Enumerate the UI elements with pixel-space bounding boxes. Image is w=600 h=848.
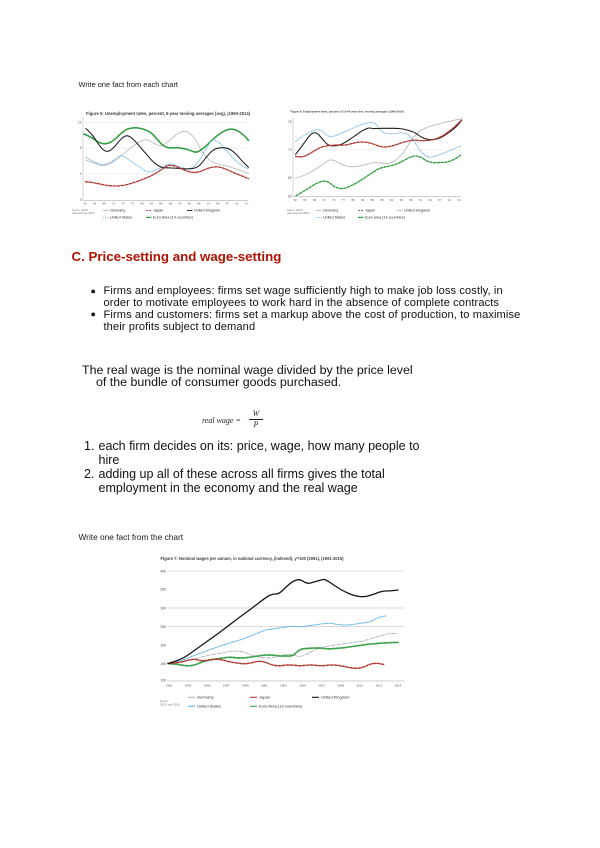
svg-text:'89: '89 <box>380 198 384 202</box>
svg-text:Germany: Germany <box>110 209 125 213</box>
svg-text:'62: '62 <box>293 198 297 202</box>
svg-text:70: 70 <box>288 148 292 152</box>
svg-text:400: 400 <box>160 569 166 573</box>
svg-text:8: 8 <box>80 146 82 150</box>
svg-text:'07: '07 <box>438 198 442 202</box>
svg-text:Source: OECD: Source: OECD <box>287 209 303 212</box>
svg-text:Euro area (14 countries): Euro area (14 countries) <box>365 216 405 220</box>
svg-text:'68: '68 <box>313 198 317 202</box>
svg-text:0: 0 <box>80 198 82 202</box>
svg-text:60: 60 <box>288 195 292 199</box>
svg-text:150: 150 <box>160 662 166 666</box>
svg-text:1999: 1999 <box>242 684 249 688</box>
svg-text:'98: '98 <box>409 198 413 202</box>
svg-text:75: 75 <box>288 120 292 124</box>
svg-text:'74: '74 <box>332 198 336 202</box>
svg-text:'92: '92 <box>178 202 182 206</box>
svg-text:'80: '80 <box>140 202 144 206</box>
svg-text:2001: 2001 <box>261 684 268 688</box>
svg-text:Source: OECD: Source: OECD <box>72 209 88 212</box>
svg-text:'95: '95 <box>187 202 191 206</box>
svg-text:Source:: Source: <box>160 700 169 703</box>
svg-text:2011: 2011 <box>357 684 364 688</box>
svg-text:OECD.stat (2016): OECD.stat (2016) <box>160 704 180 707</box>
svg-text:'71: '71 <box>112 202 116 206</box>
svg-text:65: 65 <box>288 176 292 180</box>
svg-text:300: 300 <box>160 606 166 610</box>
svg-text:Japan: Japan <box>153 209 163 213</box>
svg-text:2013: 2013 <box>376 684 383 688</box>
svg-text:1993: 1993 <box>185 684 192 688</box>
svg-text:'86: '86 <box>370 198 374 202</box>
svg-text:'68: '68 <box>102 202 106 206</box>
svg-text:2003: 2003 <box>280 684 287 688</box>
svg-text:1997: 1997 <box>223 684 230 688</box>
svg-text:2007: 2007 <box>318 684 325 688</box>
svg-text:Figure 7: Nominal wages per an: Figure 7: Nominal wages per annum, in na… <box>161 556 345 561</box>
svg-text:'13: '13 <box>457 198 461 202</box>
svg-text:Euro Area (14 countries): Euro Area (14 countries) <box>153 216 193 220</box>
svg-text:'95: '95 <box>399 198 403 202</box>
svg-text:'07: '07 <box>225 202 229 206</box>
svg-text:'10: '10 <box>448 198 452 202</box>
svg-text:1991: 1991 <box>166 684 173 688</box>
svg-text:2005: 2005 <box>299 684 306 688</box>
svg-text:Germany: Germany <box>197 695 213 700</box>
svg-text:United Kingdom: United Kingdom <box>404 209 430 213</box>
svg-text:'62: '62 <box>83 202 87 206</box>
svg-text:stats.oecd.org (2016): stats.oecd.org (2016) <box>287 212 310 215</box>
svg-text:12: 12 <box>78 121 82 125</box>
svg-text:'77: '77 <box>341 198 345 202</box>
svg-text:'01: '01 <box>419 198 423 202</box>
svg-text:4: 4 <box>80 172 82 176</box>
svg-text:350: 350 <box>160 587 166 591</box>
svg-text:'13: '13 <box>244 202 248 206</box>
svg-text:'98: '98 <box>197 202 201 206</box>
svg-text:United Kingdom: United Kingdom <box>321 695 350 700</box>
svg-text:United States: United States <box>323 216 345 220</box>
svg-text:'83: '83 <box>150 202 154 206</box>
svg-text:100: 100 <box>160 678 166 682</box>
svg-text:'65: '65 <box>93 202 97 206</box>
svg-text:2015: 2015 <box>395 684 402 688</box>
svg-text:Figure 6: Employment rates, pe: Figure 6: Employment rates, percent of 1… <box>291 109 404 113</box>
svg-text:United States: United States <box>197 704 221 709</box>
svg-text:'04: '04 <box>216 202 220 206</box>
svg-text:'83: '83 <box>361 198 365 202</box>
svg-text:2009: 2009 <box>337 684 344 688</box>
svg-text:'04: '04 <box>428 198 432 202</box>
svg-text:'86: '86 <box>159 202 163 206</box>
svg-text:United Kingdom: United Kingdom <box>194 209 220 213</box>
svg-text:200: 200 <box>160 643 166 647</box>
svg-text:'65: '65 <box>303 198 307 202</box>
svg-text:Japan: Japan <box>365 209 375 213</box>
svg-text:Figure 5: Unemployment rates,: Figure 5: Unemployment rates, percent, 5… <box>86 111 251 116</box>
svg-text:'92: '92 <box>390 198 394 202</box>
svg-text:United States: United States <box>110 216 132 220</box>
svg-text:1995: 1995 <box>204 684 211 688</box>
svg-text:Euro Area (19 countries): Euro Area (19 countries) <box>259 704 303 709</box>
svg-text:'74: '74 <box>121 202 125 206</box>
svg-text:'80: '80 <box>351 198 355 202</box>
svg-text:'89: '89 <box>168 202 172 206</box>
svg-text:'01: '01 <box>206 202 210 206</box>
svg-text:'77: '77 <box>131 202 135 206</box>
svg-text:250: 250 <box>160 625 166 629</box>
svg-text:stats.oecd.org (2016): stats.oecd.org (2016) <box>72 212 95 215</box>
svg-text:'71: '71 <box>322 198 326 202</box>
svg-text:Germany: Germany <box>323 209 338 213</box>
svg-text:Japan: Japan <box>259 695 270 700</box>
svg-text:'10: '10 <box>235 202 239 206</box>
